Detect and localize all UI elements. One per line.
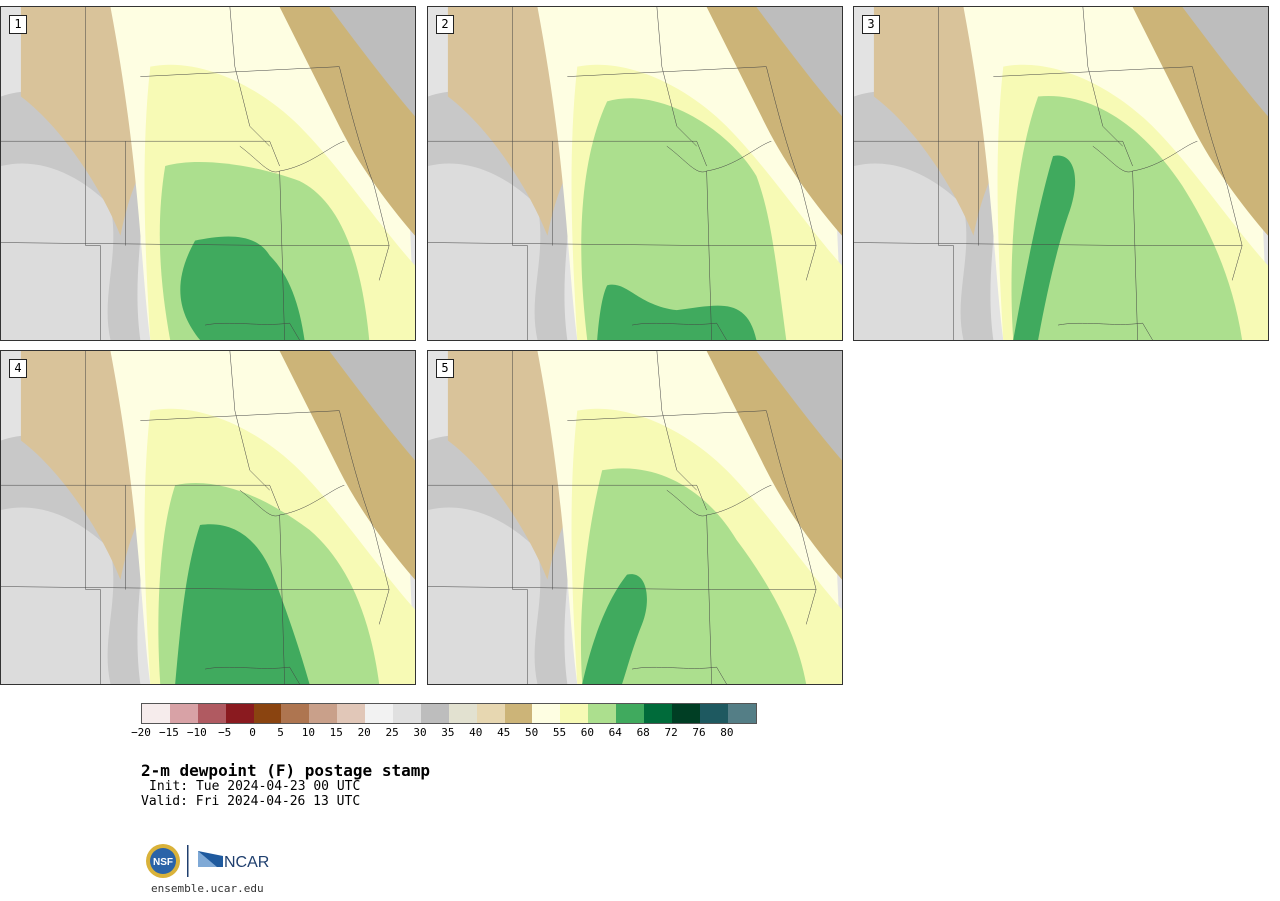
colorbar-swatch [560,704,589,723]
colorbar-swatch [504,704,533,723]
ensemble-member-map-2: 2 [427,6,843,341]
colorbar-swatch [281,704,310,723]
valid-time: Valid: Fri 2024-04-26 13 UTC [141,794,361,809]
colorbar-tick-label: −15 [158,726,179,739]
init-time: Init: Tue 2024-04-23 00 UTC [149,779,361,794]
colorbar-swatch [727,704,756,723]
colorbar-ticks: −20 −15 −10 −5 0 5 10 15 20 25 30 35 40 45 50 55 60 64 68 7… [131,726,761,740]
colorbar-swatch [588,704,617,723]
member-label: 3 [862,15,880,34]
dewpoint-map [1,7,415,340]
ensemble-member-map-1: 1 [0,6,416,341]
member-label: 4 [9,359,27,378]
colorbar-swatch [448,704,477,723]
colorbar-tick-label: −5 [218,726,232,739]
colorbar-tick-label: 50 [524,726,539,739]
colorbar-tick-label: 0 [249,726,256,739]
colorbar-swatch [225,704,254,723]
colorbar-swatch [476,704,505,723]
colorbar-tick-label: 80 [720,726,734,739]
colorbar-tick-label: 5 [277,726,284,739]
nsf-ncar-logo: NSF NCAR [146,844,269,878]
colorbar-swatch [671,704,700,723]
site-url: ensemble.ucar.edu [151,882,264,895]
colorbar-tick-label: 64 [608,726,622,739]
colorbar-tick-label: 45 [497,726,511,739]
member-label: 5 [436,359,454,378]
colorbar-swatch [699,704,728,723]
colorbar-tick-label: 76 [692,726,706,739]
colorbar-tick-label: 68 [636,726,650,739]
colorbar-swatch [169,704,198,723]
ncar-logo-text: NCAR [224,854,269,871]
member-label: 2 [436,15,454,34]
colorbar-swatch [337,704,366,723]
colorbar-tick-label: 40 [469,726,483,739]
colorbar-tick-label: 55 [552,726,567,739]
colorbar-tick-label: 20 [357,726,371,739]
colorbar-swatch [616,704,645,723]
colorbar-swatch [309,704,338,723]
colorbar-tick-label: 15 [329,726,343,739]
colorbar-tick-label: 30 [413,726,427,739]
colorbar-tick-label: 10 [301,726,316,739]
colorbar-swatch [532,704,561,723]
member-label: 1 [9,15,27,34]
ensemble-member-map-4: 4 [0,350,416,685]
ensemble-member-map-3: 3 [853,6,1269,341]
colorbar-tick-label: 72 [664,726,678,739]
colorbar-swatch [420,704,449,723]
colorbar-tick-label: 60 [580,726,595,739]
colorbar-tick-label: −20 [131,726,151,739]
colorbar-swatch [197,704,226,723]
colorbar-tick-label: 35 [441,726,455,739]
dewpoint-map [1,351,415,684]
page-title: 2-m dewpoint (F) postage stamp [141,761,430,780]
colorbar-tick-label: −10 [186,726,207,739]
colorbar-swatch [253,704,282,723]
colorbar-swatch [393,704,421,723]
colorbar-tick-label: 25 [385,726,399,739]
colorbar [141,703,757,724]
colorbar-swatch [644,704,672,723]
nsf-logo-text: NSF [153,857,173,868]
dewpoint-map [428,7,842,340]
ensemble-member-map-5: 5 [427,350,843,685]
colorbar-swatch [365,704,394,723]
dewpoint-map [428,351,842,684]
colorbar-swatch [142,704,170,723]
dewpoint-map [854,7,1268,340]
